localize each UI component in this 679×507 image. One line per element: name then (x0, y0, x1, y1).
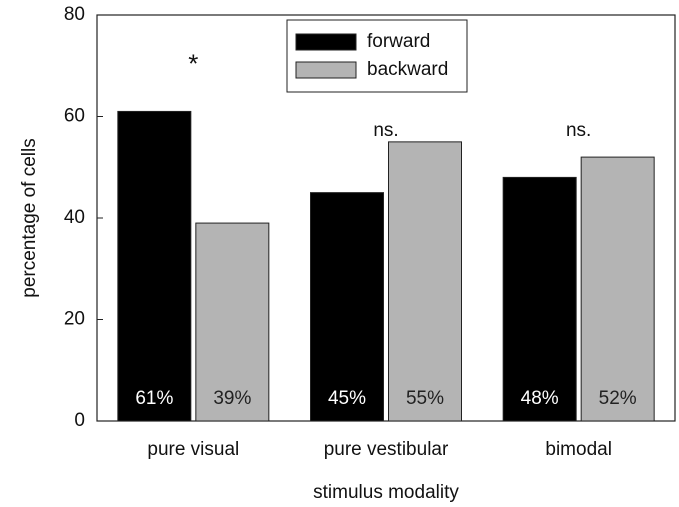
bar (580, 156, 655, 422)
legend-label: forward (367, 31, 430, 52)
legend-label: backward (367, 59, 448, 80)
value-label: 52% (599, 388, 637, 409)
significance-label: ns. (373, 120, 398, 141)
bar (388, 141, 462, 422)
y-tick-label: 20 (64, 309, 85, 330)
y-axis-label: percentage of cells (19, 138, 40, 298)
bar (502, 176, 577, 422)
x-tick-label: pure vestibular (324, 439, 449, 460)
value-label: 39% (213, 388, 251, 409)
bar (310, 192, 384, 422)
bar (117, 110, 192, 422)
value-label: 45% (328, 388, 366, 409)
legend-swatch (295, 61, 357, 79)
value-label: 61% (135, 388, 173, 409)
y-tick-label: 40 (64, 207, 85, 228)
value-label: 48% (521, 388, 559, 409)
bar (195, 222, 270, 422)
y-tick-label: 0 (74, 410, 85, 431)
value-label: 55% (406, 388, 444, 409)
legend-box (286, 19, 468, 93)
y-tick-label: 80 (64, 4, 85, 25)
x-axis-label: stimulus modality (313, 482, 459, 503)
x-tick-label: pure visual (147, 439, 239, 460)
legend-swatch (295, 33, 357, 51)
y-tick-label: 60 (64, 106, 85, 127)
x-tick-label: bimodal (545, 439, 612, 460)
significance-label: * (188, 48, 198, 78)
legend: forward backward (286, 19, 468, 93)
significance-label: ns. (566, 120, 591, 141)
